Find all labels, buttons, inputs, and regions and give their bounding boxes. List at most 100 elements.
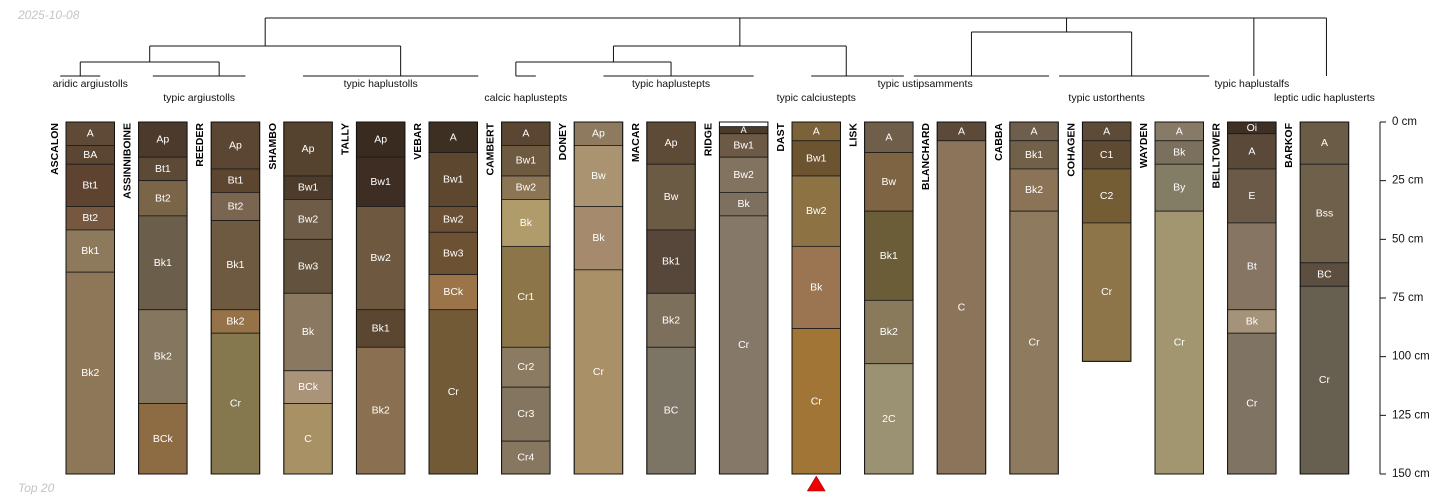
horizon-label: Cr bbox=[1101, 286, 1113, 298]
horizon-label: A bbox=[1248, 145, 1255, 157]
profile-outline bbox=[864, 121, 914, 475]
highlight-marker bbox=[806, 475, 826, 492]
profile-outline bbox=[1227, 121, 1277, 475]
footer-label: Top 20 bbox=[18, 481, 55, 495]
profile-name: LISK bbox=[848, 123, 860, 147]
horizon-band bbox=[1227, 332, 1277, 475]
horizon-label: A bbox=[522, 128, 529, 140]
horizon-label: BCk bbox=[443, 286, 464, 298]
profile-outline bbox=[791, 121, 841, 475]
horizon-label: A bbox=[87, 128, 94, 140]
profile-name: CAMBERT bbox=[485, 122, 497, 175]
horizon-band bbox=[210, 121, 261, 170]
horizon-label: C2 bbox=[1100, 190, 1114, 202]
horizon-label: Bk2 bbox=[154, 351, 172, 363]
horizon-label: E bbox=[1248, 190, 1255, 202]
profile-cabba: CABBA A Bk1 Bk2 Cr bbox=[993, 121, 1059, 475]
horizon-label: Bw bbox=[882, 176, 897, 188]
horizon-label: Bt2 bbox=[228, 200, 244, 212]
dendrogram bbox=[60, 17, 1327, 77]
horizon-label: Bw bbox=[591, 170, 606, 182]
horizon-band bbox=[355, 309, 406, 348]
profile-outline bbox=[1299, 121, 1350, 475]
depth-axis: 0 cm 25 cm 50 cm 75 cm 100 cm 125 cm 150 cm bbox=[1379, 116, 1430, 480]
horizon-label: Bw3 bbox=[443, 247, 464, 259]
taxa-label: typic haplustolls bbox=[344, 78, 418, 90]
horizon-label: BA bbox=[83, 149, 97, 161]
profile-outline bbox=[573, 121, 624, 475]
horizon-band bbox=[501, 145, 551, 177]
horizon-label: BCk bbox=[153, 433, 174, 445]
horizon-label: Bw2 bbox=[806, 205, 827, 217]
horizon-label: Bk1 bbox=[81, 245, 99, 257]
profile-outline bbox=[65, 121, 115, 475]
profile-outline bbox=[501, 121, 551, 475]
highlight-triangle bbox=[806, 475, 826, 492]
horizon-band bbox=[283, 292, 333, 372]
taxa-label: calcic haplustepts bbox=[484, 92, 567, 104]
horizon-label: Cr bbox=[1246, 398, 1258, 410]
profile-name: ASSINNIBOINE bbox=[122, 123, 134, 199]
horizon-band bbox=[573, 145, 624, 207]
profile-cohagen: COHAGEN A C1 C2 Cr bbox=[1065, 121, 1132, 362]
horizon-label: C bbox=[958, 301, 966, 313]
horizon-label: Bw3 bbox=[298, 260, 319, 272]
horizon-band bbox=[65, 271, 115, 475]
profile-outline bbox=[428, 121, 478, 475]
horizon-label: By bbox=[1173, 182, 1186, 194]
horizon-band bbox=[65, 229, 115, 273]
profile-outline bbox=[1081, 121, 1132, 362]
horizon-band bbox=[138, 215, 188, 311]
axis-tick-label: 50 cm bbox=[1392, 233, 1423, 245]
profile-cambert: CAMBERT A Bw1 Bw2 Bk Cr1 Cr2 Cr3 Cr4 bbox=[485, 121, 551, 475]
horizon-band bbox=[283, 199, 333, 240]
profile-outline bbox=[646, 121, 696, 475]
taxa-label: aridic argiustolls bbox=[53, 78, 128, 90]
axis-tick-label: 125 cm bbox=[1392, 409, 1430, 421]
profile-name: CABBA bbox=[993, 123, 1005, 161]
horizon-label: A bbox=[450, 131, 457, 143]
profile-outline bbox=[1009, 121, 1059, 475]
taxa-label: typic argiustolls bbox=[163, 92, 235, 104]
horizon-label: Cr bbox=[811, 395, 823, 407]
horizon-label: Bk bbox=[302, 326, 315, 338]
horizon-band bbox=[501, 346, 551, 388]
horizon-band bbox=[573, 206, 624, 271]
horizon-band bbox=[501, 440, 551, 475]
horizon-label: Bk1 bbox=[226, 259, 244, 271]
axis-tick-label: 150 cm bbox=[1392, 468, 1430, 480]
horizon-band bbox=[428, 231, 478, 275]
horizon-label: Bk2 bbox=[372, 405, 390, 417]
horizon-label: Bw1 bbox=[370, 176, 391, 188]
horizon-label: Bk2 bbox=[226, 315, 244, 327]
horizon-label: Ap bbox=[302, 143, 315, 155]
axis-tick-label: 100 cm bbox=[1392, 351, 1430, 363]
horizon-band bbox=[573, 269, 624, 475]
profile-name: BARKOF bbox=[1283, 122, 1295, 167]
profile-lisk: LISK A Bw Bk1 Bk2 2C bbox=[848, 121, 914, 475]
horizon-label: Bt2 bbox=[82, 212, 98, 224]
horizon-band bbox=[719, 156, 769, 193]
horizon-label: A bbox=[741, 125, 747, 135]
horizon-band bbox=[283, 238, 333, 294]
taxa-label: typic ustipsamments bbox=[878, 78, 973, 90]
profile-ridge: RIDGE A Bw1 Bw2 Bk Cr bbox=[702, 121, 769, 475]
horizon-label: Bss bbox=[1316, 208, 1334, 220]
horizon-label: Cr bbox=[230, 398, 242, 410]
profile-name: BELLTOWER bbox=[1211, 123, 1223, 189]
horizon-label: Bw2 bbox=[370, 252, 391, 264]
profile-macar: MACAR Ap Bw Bk1 Bk2 BC bbox=[630, 121, 696, 475]
profile-name: SHAMBO bbox=[267, 123, 279, 170]
horizon-label: Cr2 bbox=[517, 361, 534, 373]
horizon-label: Bk bbox=[1173, 147, 1186, 159]
horizon-label: Cr bbox=[1174, 337, 1186, 349]
horizon-label: Cr bbox=[738, 339, 750, 351]
axis-tick-label: 75 cm bbox=[1392, 292, 1423, 304]
profile-doney: DONEY Ap Bw Bk Cr bbox=[557, 121, 624, 475]
profile-name: BLANCHARD bbox=[920, 123, 932, 190]
profile-shambo: SHAMBO Ap Bw1 Bw2 Bw3 Bk BCk C bbox=[267, 121, 333, 475]
horizon-label: A bbox=[958, 125, 965, 137]
horizon-label: Cr bbox=[1029, 337, 1041, 349]
horizon-label: Bw bbox=[664, 191, 679, 203]
horizon-band bbox=[936, 140, 987, 475]
